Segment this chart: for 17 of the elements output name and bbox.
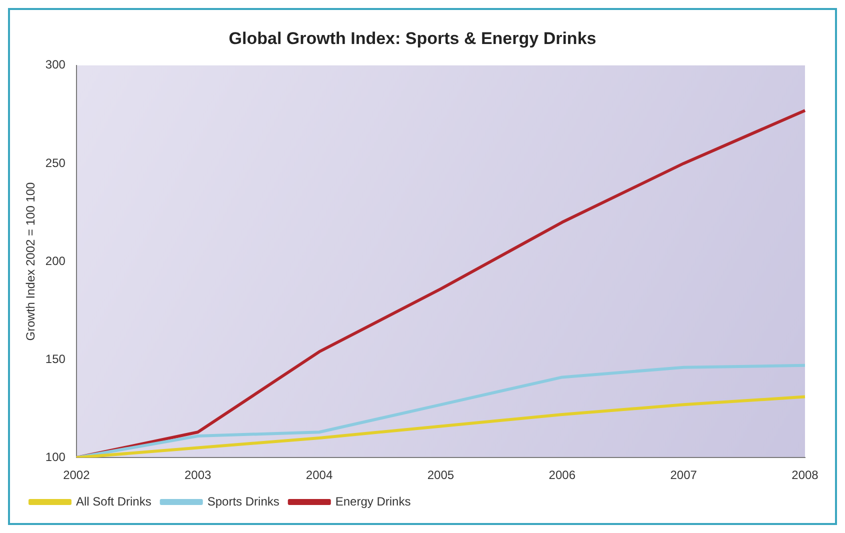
x-tick-label: 2007 [670,468,698,482]
x-tick-label: 2006 [548,468,576,482]
legend-label: Energy Drinks [335,494,411,508]
x-tick-label: 2002 [63,468,90,482]
y-tick-label: 150 [45,352,66,366]
y-tick-label: 200 [45,254,66,268]
y-tick-label: 100 [45,450,66,464]
y-tick-label: 300 [45,58,66,72]
x-tick-label: 2008 [792,468,819,482]
x-tick-label: 2003 [184,468,212,482]
legend-label: Sports Drinks [207,494,280,508]
chart-title: Global Growth Index: Sports & Energy Drinks [228,28,596,48]
x-tick-label: 2004 [306,468,333,482]
legend-label: All Soft Drinks [76,494,152,508]
y-axis-title: Growth Index 2002 = 100 100 [24,182,38,341]
x-tick-label: 2005 [427,468,454,482]
y-tick-label: 250 [45,156,66,170]
